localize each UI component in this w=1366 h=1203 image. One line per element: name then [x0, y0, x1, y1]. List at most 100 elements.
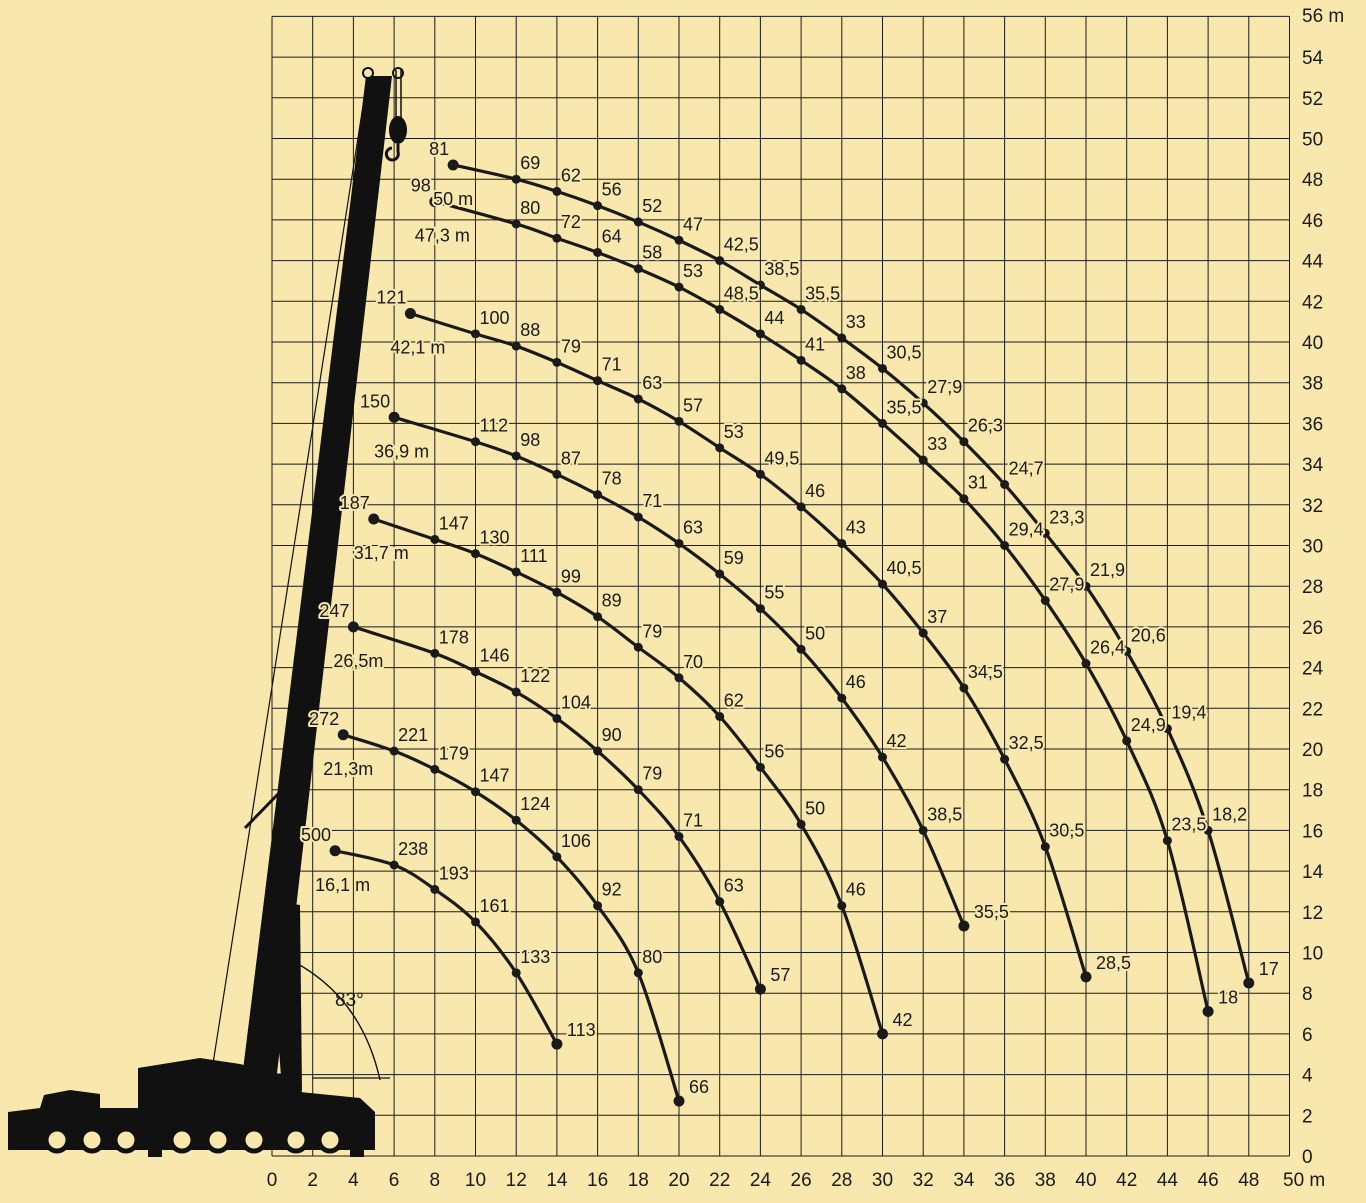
y-tick-label: 14 — [1302, 862, 1324, 883]
load-point — [918, 398, 928, 408]
load-point — [674, 416, 684, 426]
load-point — [715, 711, 725, 721]
x-tick-label: 0 — [267, 1170, 278, 1191]
load-point — [471, 549, 480, 559]
load-point — [593, 247, 603, 257]
load-point — [593, 612, 603, 622]
load-value-label: 35,5 — [805, 283, 840, 303]
load-point — [552, 233, 562, 243]
boom-angle-label: 83° — [335, 990, 364, 1011]
load-point — [389, 860, 399, 870]
load-point — [755, 469, 765, 479]
load-value-label: 21,9 — [1090, 560, 1125, 580]
load-point — [633, 217, 643, 227]
load-point — [877, 1028, 888, 1040]
y-tick-label: 10 — [1302, 944, 1323, 965]
load-point — [674, 282, 684, 292]
load-point — [796, 644, 806, 654]
boom-angle-arc — [279, 954, 381, 1081]
boom-length-label: 36,9 m — [374, 441, 429, 461]
load-value-label: 24,7 — [1009, 458, 1044, 478]
boom-length-label: 21,3m — [323, 759, 373, 779]
x-tick-label: 36 — [994, 1170, 1015, 1191]
y-tick-label: 40 — [1302, 333, 1323, 354]
load-value-label: 57 — [770, 965, 790, 985]
load-point — [347, 621, 359, 633]
load-value-label: 179 — [439, 743, 469, 763]
load-curve — [352, 625, 762, 990]
load-value-label: 63 — [642, 373, 662, 393]
load-value-label: 221 — [398, 725, 428, 745]
load-point — [878, 579, 887, 589]
load-point — [1122, 736, 1132, 746]
load-value-label: 113 — [567, 1020, 596, 1040]
load-value-label: 34,5 — [968, 662, 1003, 682]
load-value-label: 88 — [520, 320, 540, 340]
load-point — [837, 333, 847, 343]
boom-head-sheave — [362, 67, 374, 79]
load-value-label: 43 — [846, 517, 866, 537]
load-value-label: 20,6 — [1131, 625, 1166, 645]
load-value-label: 71 — [642, 491, 662, 511]
load-point — [1040, 595, 1050, 605]
load-point — [755, 280, 765, 290]
x-tick-label: 22 — [709, 1170, 730, 1191]
load-point — [1081, 659, 1091, 669]
load-value-label: 247 — [319, 601, 349, 621]
y-tick-label: 44 — [1302, 252, 1324, 273]
load-point — [471, 917, 480, 927]
boom-length-label: 42,1 m — [390, 338, 445, 358]
x-tick-label: 12 — [506, 1170, 527, 1191]
load-value-label: 57 — [683, 395, 703, 415]
x-tick-label: 10 — [465, 1170, 486, 1191]
load-value-label: 98 — [411, 176, 431, 196]
y-tick-label: 8 — [1302, 984, 1313, 1005]
crane-wheels — [43, 1126, 344, 1154]
load-point — [1000, 479, 1010, 489]
load-point — [633, 512, 643, 522]
y-tick-label: 6 — [1302, 1025, 1313, 1046]
load-value-label: 62 — [561, 165, 581, 185]
load-point — [1202, 1006, 1214, 1018]
y-axis-unit: 56 m — [1302, 6, 1344, 27]
load-value-label: 42,5 — [724, 235, 759, 255]
load-value-label: 50 — [805, 623, 825, 643]
crane-cab — [10, 1112, 40, 1145]
load-value-label: 71 — [602, 355, 622, 375]
x-tick-label: 26 — [791, 1170, 812, 1191]
x-axis-ticks: 0 2 4 6 8 10 12 14 16 18 20 22 24 26 28 30 32 34 36 38 40 42 4… — [267, 1170, 1260, 1191]
load-point — [959, 683, 969, 693]
load-point — [552, 852, 562, 862]
load-point — [388, 411, 400, 423]
load-point — [552, 587, 562, 597]
load-point — [796, 355, 806, 365]
boom-length-label: 31,7 m — [354, 543, 409, 563]
load-value-label: 53 — [724, 422, 744, 442]
load-value-label: 31 — [968, 473, 988, 493]
load-point — [1040, 528, 1050, 538]
load-value-label: 92 — [602, 880, 622, 900]
load-value-label: 32,5 — [1009, 733, 1044, 753]
load-point — [715, 256, 725, 266]
load-value-label: 47 — [683, 214, 703, 234]
load-point — [511, 567, 521, 577]
load-point — [1122, 646, 1132, 656]
y-axis-ticks: 0246810121416182022242628303234363840424… — [1302, 48, 1324, 1168]
y-tick-label: 12 — [1302, 903, 1323, 924]
load-point — [389, 746, 399, 756]
y-tick-label: 24 — [1302, 659, 1324, 680]
load-value-label: 178 — [439, 627, 469, 647]
load-value-label: 80 — [642, 947, 662, 967]
load-value-label: 238 — [398, 839, 428, 859]
load-point — [837, 538, 847, 548]
luffing-cylinder — [268, 900, 302, 1090]
y-tick-label: 54 — [1302, 48, 1324, 69]
x-tick-label: 28 — [831, 1170, 852, 1191]
y-tick-label: 30 — [1302, 537, 1323, 558]
x-tick-label: 44 — [1157, 1170, 1179, 1191]
load-point — [1081, 581, 1091, 591]
x-tick-label: 42 — [1116, 1170, 1137, 1191]
load-point — [1080, 971, 1092, 983]
boom-length-label: 47,3 m — [415, 226, 470, 246]
